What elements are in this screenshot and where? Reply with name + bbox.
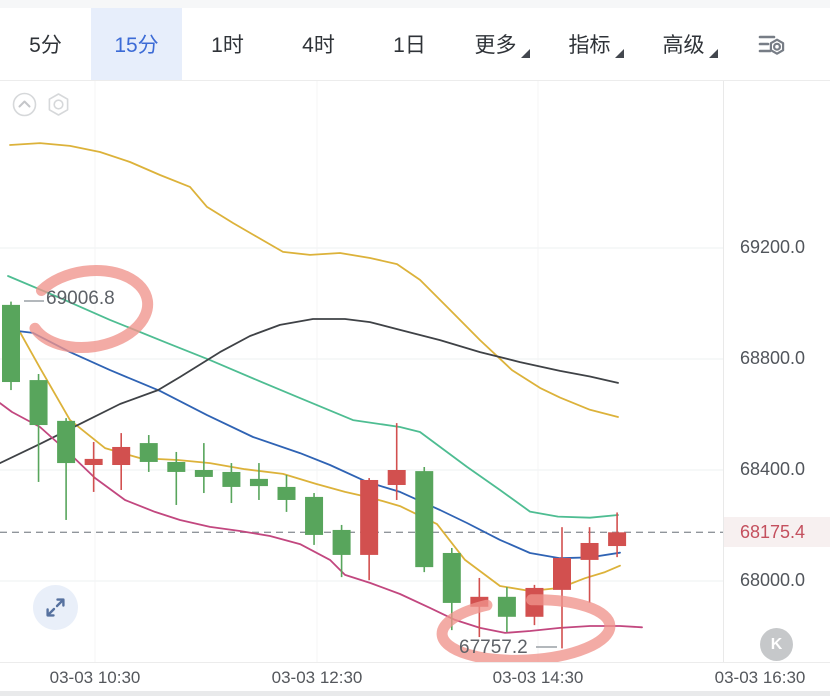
price-tick: 68000.0: [740, 570, 806, 590]
menu-1[interactable]: 更多: [455, 8, 549, 80]
time-tick: 03-03 10:30: [49, 668, 141, 687]
price-tick: 69200.0: [740, 237, 806, 257]
k-floating-button[interactable]: K: [760, 628, 793, 661]
candle-body: [2, 304, 20, 383]
current-price-tag: 68175.4: [724, 517, 830, 548]
time-tick: 03-03 14:30: [492, 668, 584, 687]
candle-body: [580, 542, 599, 560]
overlay-line-lower-band-magenta: [0, 402, 643, 634]
tab-timeframe-4[interactable]: 4时: [302, 34, 335, 57]
expand-arrows-icon: [46, 598, 65, 617]
menu-label: 更多: [474, 34, 517, 57]
candle-body: [360, 479, 379, 555]
candle-body: [249, 478, 268, 487]
time-axis[interactable]: 03-03 10:30 03-03 12:30 03-03 14:30 03-03 1…: [0, 662, 830, 692]
tab-timeframe-1[interactable]: 5分: [29, 34, 62, 57]
overlay-line-ma-blue: [7, 328, 621, 560]
low-price-annotation: 67757.2: [459, 637, 528, 658]
time-tick: 03-03 12:30: [271, 668, 363, 687]
current-price-value: 68175.4: [740, 521, 806, 542]
candle-body: [608, 532, 627, 547]
caret-down-icon: [614, 48, 624, 58]
high-price-annotation: 69006.8: [46, 288, 115, 309]
candle-body: [167, 461, 186, 472]
candle-body: [139, 443, 158, 462]
menu-label: 高级: [662, 34, 705, 57]
candle-body: [194, 470, 213, 477]
candle-body: [112, 446, 131, 466]
chart-settings-gear-icon[interactable]: [46, 92, 71, 117]
tab-timeframe-3[interactable]: 1时: [211, 34, 244, 57]
price-tick: 68800.0: [740, 348, 806, 368]
candle-body: [305, 496, 324, 535]
price-axis[interactable]: 69200.0 68800.0 68400.0 68000.0 68175.4: [723, 81, 830, 662]
menu-label: 指标: [568, 34, 611, 57]
chart-corner-controls: [12, 92, 71, 117]
timeframe-tabs: 5分 15分 1时 4时 1日: [0, 8, 455, 80]
chart-toolbar: 5分 15分 1时 4时 1日 更多 指标 高级: [0, 8, 830, 81]
k-letter: K: [770, 635, 783, 653]
list-gear-icon: [758, 35, 784, 55]
tab-timeframe-2[interactable]: 15分: [91, 8, 182, 80]
candle-body: [57, 420, 76, 464]
overlay-line-upper-band-yellow: [9, 142, 619, 418]
time-tick: 03-03 16:30: [714, 668, 806, 687]
overlay-line-ma-black: [0, 318, 619, 465]
candlestick-chart-canvas[interactable]: [0, 81, 830, 662]
hand-drawn-circle-annotation: [436, 594, 616, 662]
hand-drawn-circle-annotation: [24, 264, 154, 354]
menu-3[interactable]: 高级: [643, 8, 737, 80]
candle-body: [553, 557, 571, 590]
menu-2[interactable]: 指标: [549, 8, 643, 80]
candle-body: [222, 471, 241, 487]
candle-body: [277, 486, 296, 500]
caret-down-icon: [708, 48, 718, 58]
collapse-chevron-icon[interactable]: [12, 92, 37, 117]
window-top-strip: [0, 0, 830, 8]
candle-body: [415, 471, 434, 568]
candle-body: [387, 470, 406, 485]
price-tick: 68400.0: [740, 459, 806, 479]
candle-body: [84, 458, 103, 466]
indicator-settings-button[interactable]: [741, 8, 801, 80]
candle-body: [442, 552, 461, 603]
caret-down-icon: [520, 48, 530, 58]
candlestick-chart-area: 69006.8 67757.2 69200.0 68800.0 68400.0 680…: [0, 81, 830, 662]
candle-body: [332, 529, 351, 555]
candle-body: [29, 380, 48, 426]
fullscreen-expand-button[interactable]: [33, 585, 78, 630]
toolbar-menus: 更多 指标 高级: [455, 8, 737, 80]
window-bottom-strip: [0, 691, 830, 696]
candle-body: [497, 596, 516, 617]
tab-timeframe-5[interactable]: 1日: [393, 34, 426, 57]
